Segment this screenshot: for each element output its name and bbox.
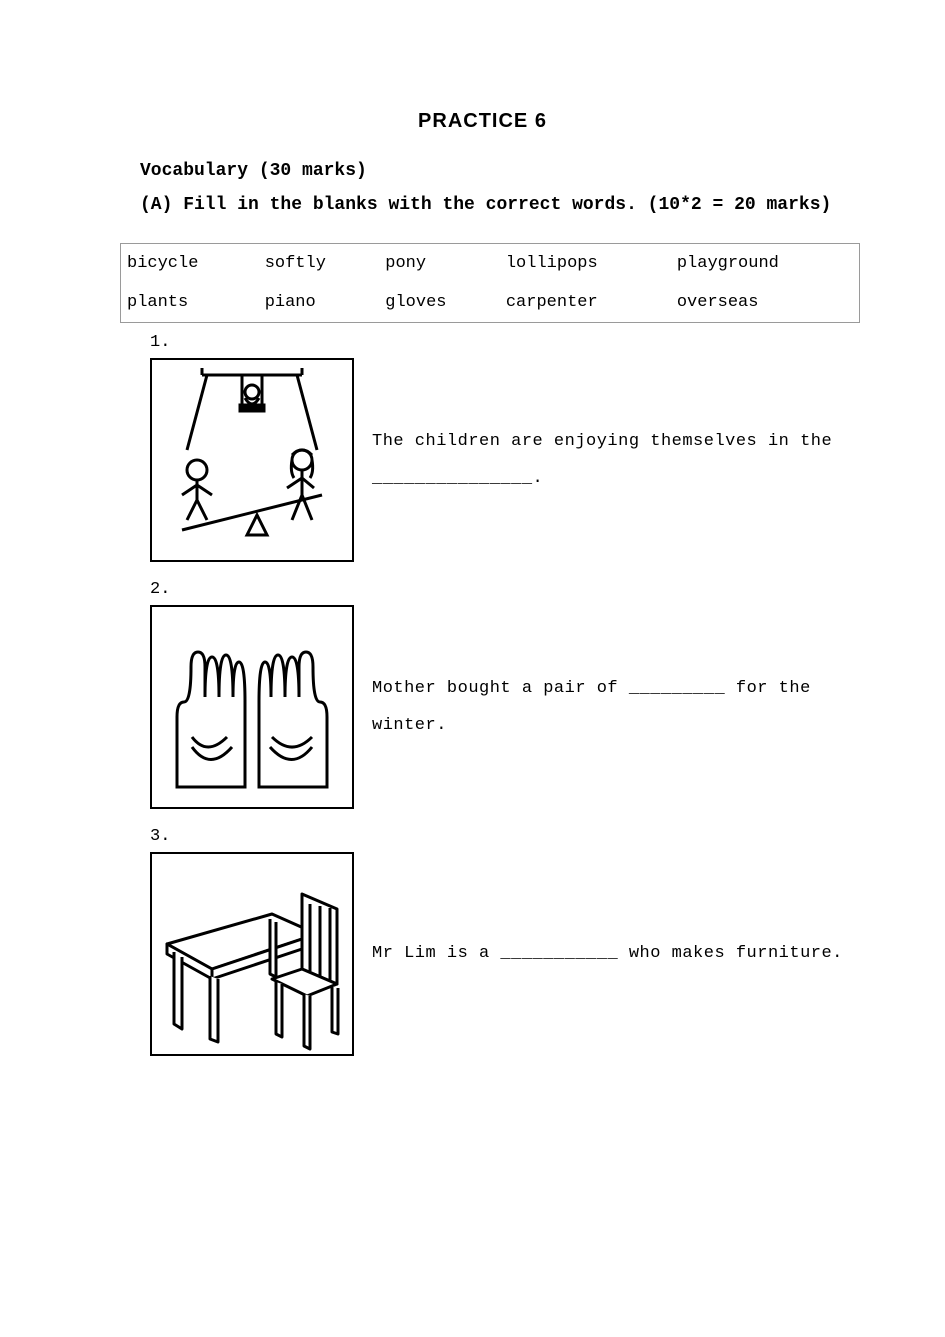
playground-icon xyxy=(152,360,352,560)
word-cell: gloves xyxy=(379,283,500,323)
word-cell: pony xyxy=(379,244,500,284)
word-bank-table: bicycle softly pony lollipops playground… xyxy=(120,243,860,323)
gloves-icon xyxy=(152,607,352,807)
word-cell: softly xyxy=(259,244,380,284)
question-number: 3. xyxy=(150,827,845,846)
word-cell: playground xyxy=(671,244,860,284)
sentence-part: . xyxy=(533,469,544,488)
blank-line[interactable]: _________ xyxy=(629,679,725,698)
gloves-image xyxy=(150,605,354,809)
question-number: 2. xyxy=(150,580,845,599)
page-title: PRACTICE 6 xyxy=(120,110,845,133)
furniture-image xyxy=(150,852,354,1056)
instruction-text: (A) Fill in the blanks with the correct … xyxy=(140,195,845,215)
word-cell: piano xyxy=(259,283,380,323)
table-row: plants piano gloves carpenter overseas xyxy=(121,283,860,323)
furniture-icon xyxy=(152,854,352,1054)
blank-line[interactable]: ___________ xyxy=(500,944,618,963)
question-row: Mr Lim is a ___________ who makes furnit… xyxy=(150,852,845,1056)
word-cell: overseas xyxy=(671,283,860,323)
blank-line[interactable]: _______________ xyxy=(372,469,533,488)
question-row: The children are enjoying themselves in … xyxy=(150,358,845,562)
section-heading: Vocabulary (30 marks) xyxy=(140,161,845,181)
word-cell: bicycle xyxy=(121,244,259,284)
question-row: Mother bought a pair of _________ for th… xyxy=(150,605,845,809)
word-cell: lollipops xyxy=(500,244,671,284)
sentence-part: Mother bought a pair of xyxy=(372,679,618,698)
playground-image xyxy=(150,358,354,562)
sentence-part: Mr Lim is a xyxy=(372,944,490,963)
question-text: The children are enjoying themselves in … xyxy=(372,423,832,498)
table-row: bicycle softly pony lollipops playground xyxy=(121,244,860,284)
question-number: 1. xyxy=(150,333,845,352)
word-cell: plants xyxy=(121,283,259,323)
question-text: Mother bought a pair of _________ for th… xyxy=(372,670,845,745)
question-text: Mr Lim is a ___________ who makes furnit… xyxy=(372,935,843,972)
sentence-part: The children are enjoying themselves in … xyxy=(372,432,832,451)
worksheet-page: PRACTICE 6 Vocabulary (30 marks) (A) Fil… xyxy=(0,0,945,1337)
sentence-part: who makes furniture. xyxy=(618,944,843,963)
word-cell: carpenter xyxy=(500,283,671,323)
